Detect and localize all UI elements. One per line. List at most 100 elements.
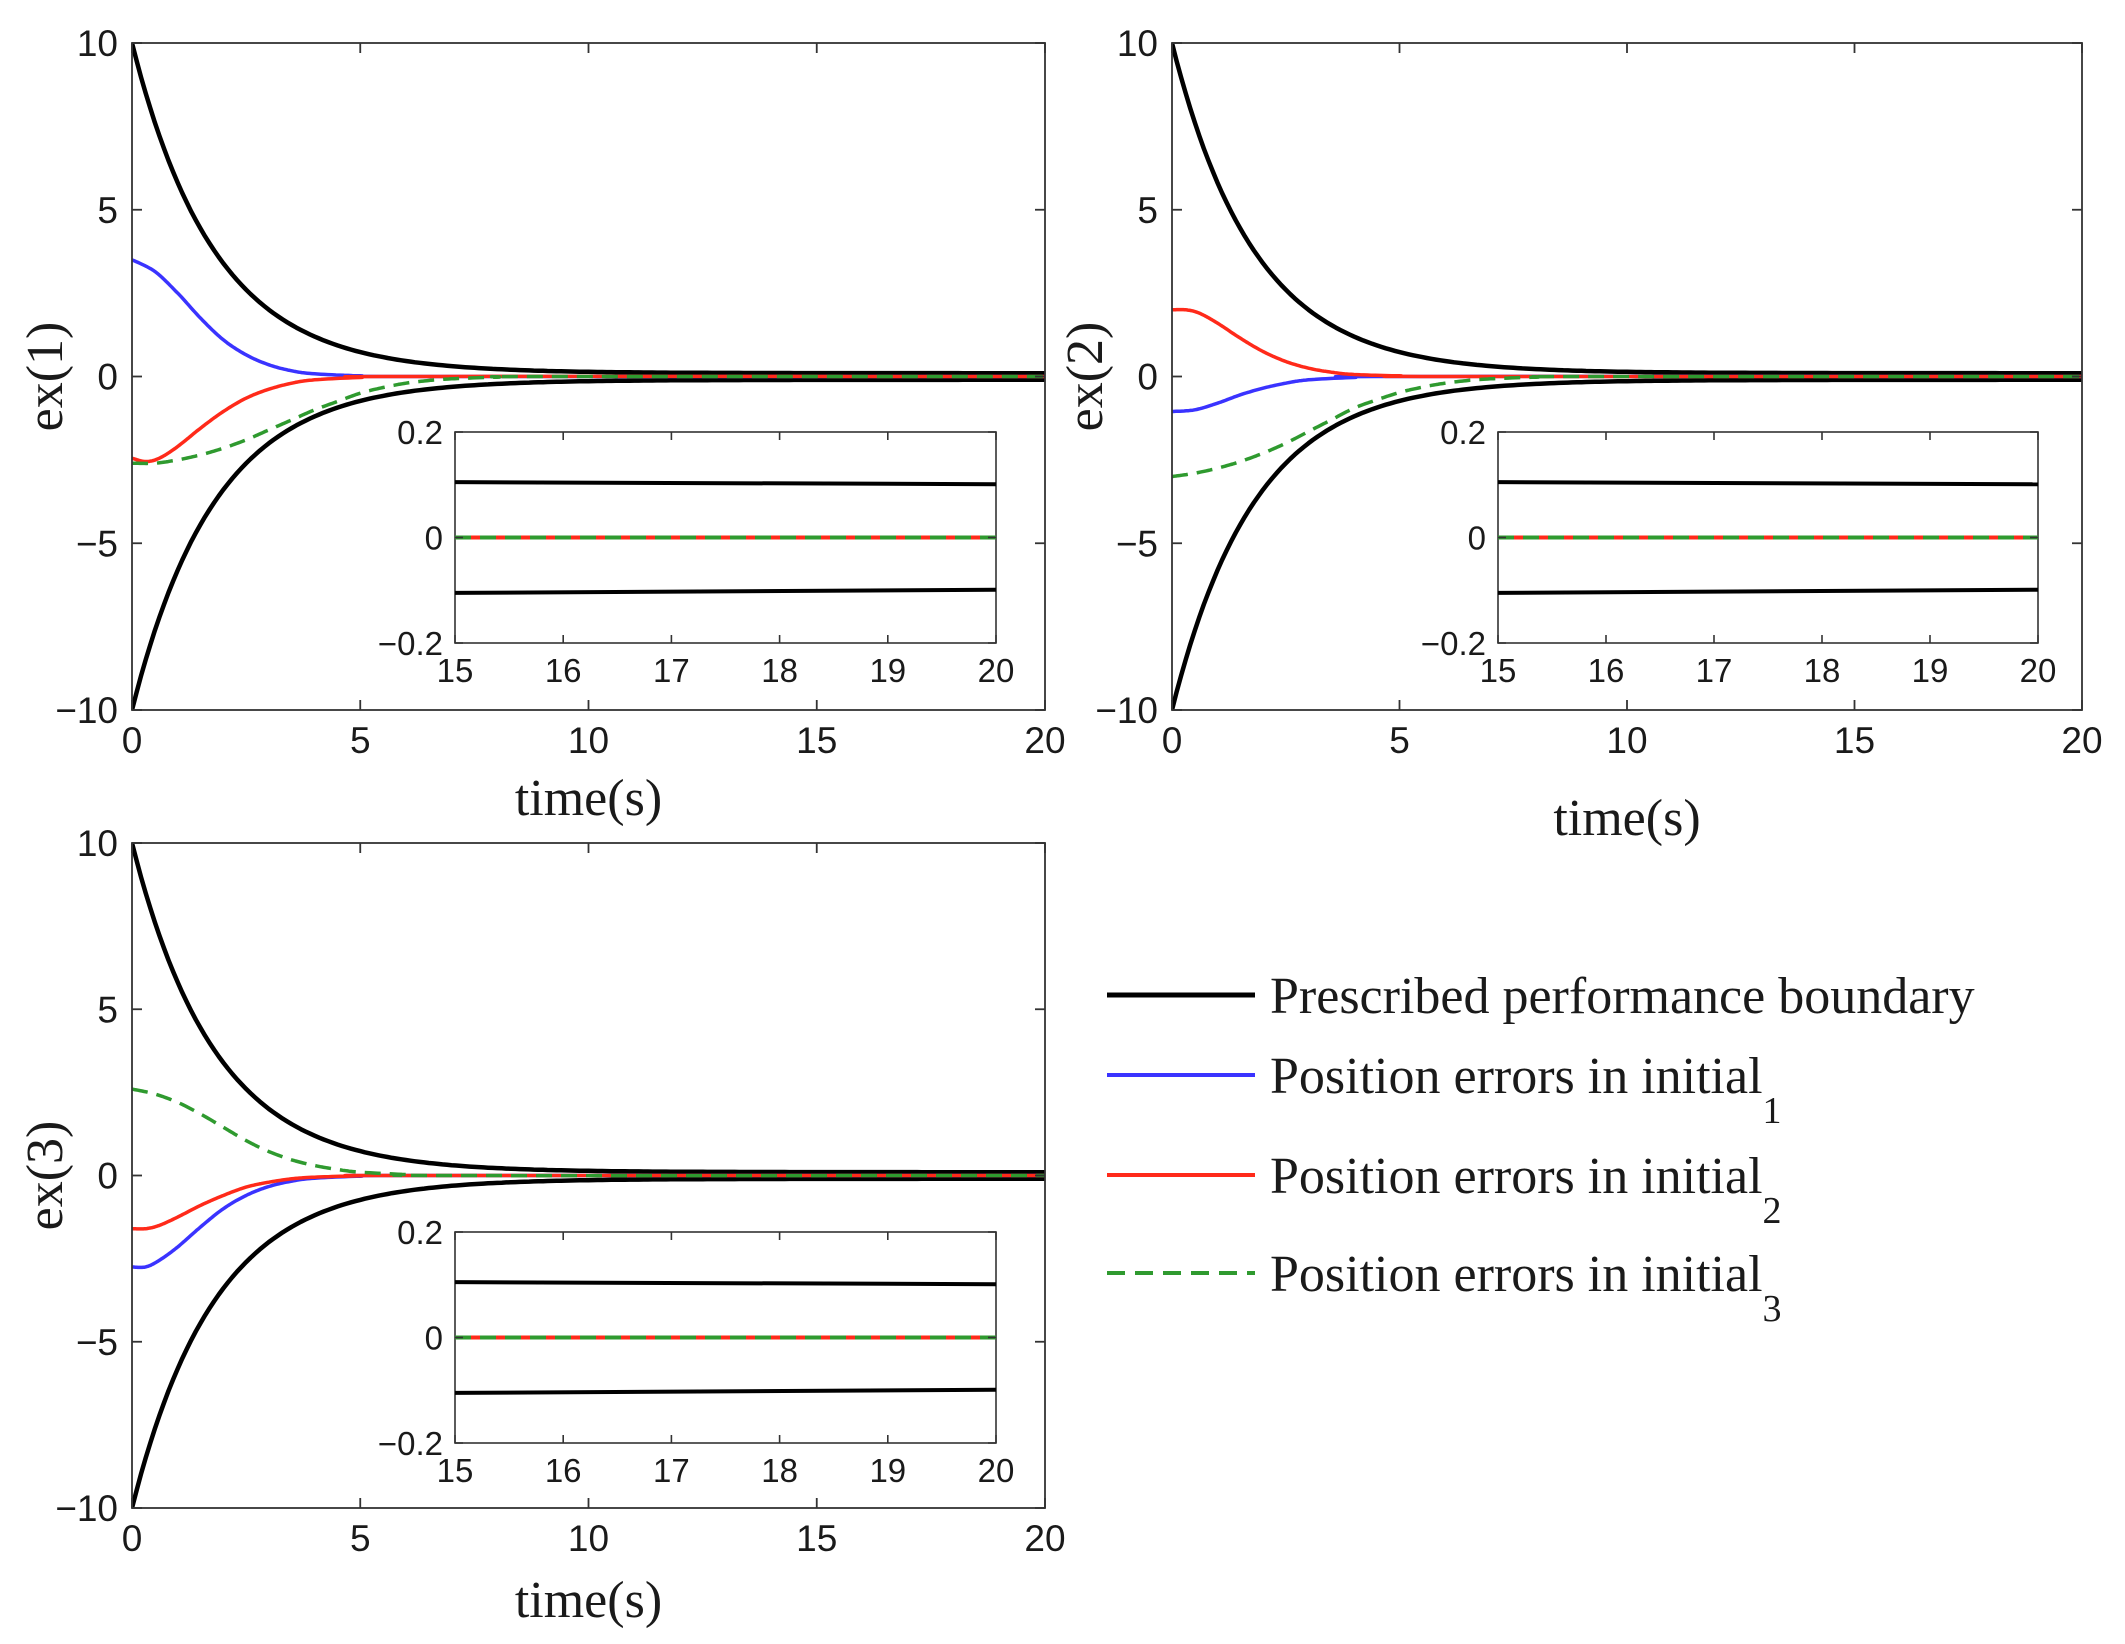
series-line-boundary_lower: [132, 1176, 1045, 1508]
inset-x-tick-label: 20: [2020, 652, 2057, 689]
inset-y-tick-label: 0.2: [397, 1214, 443, 1251]
legend: Prescribed performance boundary Position …: [1107, 968, 1975, 1330]
legend-label: Prescribed performance boundary: [1270, 968, 1975, 1025]
inset-x-tick-label: 16: [545, 1452, 582, 1489]
y-tick-label: 10: [1117, 23, 1158, 64]
series-line-green: [132, 374, 1045, 466]
inset-y-tick-label: 0: [1468, 520, 1486, 557]
inset-y-tick-label: 0: [425, 520, 443, 557]
y-axis-label: ex(1): [17, 322, 74, 432]
series-line-boundary_upper: [132, 843, 1045, 1175]
series-line-red: [132, 1173, 1045, 1231]
series-line-boundary_upper: [1172, 43, 2082, 376]
y-tick-label: −10: [1095, 690, 1158, 731]
legend-label: Position errors in initial1: [1270, 1048, 1782, 1132]
inset-x-tick-label: 18: [761, 652, 798, 689]
x-tick-label: 20: [2061, 720, 2102, 761]
legend-item-3: Position errors in initial2: [1107, 1148, 1782, 1232]
legend-label: Position errors in initial2: [1270, 1148, 1782, 1232]
inset-x-tick-label: 15: [437, 652, 474, 689]
series-line-blue: [1172, 374, 2082, 414]
y-tick-label: 5: [97, 989, 118, 1030]
panel-3: 0 5 10 15 20 −10 −5 0 5 10 time(s) ex(3) 15 16 17 18 19 2…: [17, 823, 1066, 1629]
y-tick-label: −5: [76, 1322, 118, 1363]
panel-1: 0 5 10 15 20 −10 −5 0 5 10 time(s) ex(1) 15 16 17 18 19 2…: [17, 23, 1066, 827]
legend-item-1: Prescribed performance boundary: [1107, 968, 1975, 1025]
y-tick-label: −10: [55, 690, 118, 731]
inset-boundary-lower: [454, 1387, 997, 1395]
inset-y-tick-label: −0.2: [1421, 625, 1486, 662]
x-tick-label: 10: [568, 720, 609, 761]
y-tick-label: −5: [1116, 523, 1158, 564]
inset-x-tick-label: 15: [1480, 652, 1517, 689]
series-line-boundary_upper: [132, 43, 1045, 376]
series-line-green: [1172, 374, 2082, 479]
x-tick-label: 5: [350, 720, 371, 761]
x-tick-label: 0: [122, 720, 143, 761]
y-tick-label: 0: [97, 1156, 118, 1197]
series-group: [132, 843, 1045, 1508]
series-group: [1172, 43, 2082, 710]
inset-boundary-lower: [454, 587, 997, 595]
inset-x-tick-label: 16: [1588, 652, 1625, 689]
y-tick-label: −5: [76, 523, 118, 564]
inset-y-tick-label: −0.2: [378, 625, 443, 662]
y-tick-label: −10: [55, 1488, 118, 1529]
y-tick-label: 10: [77, 23, 118, 64]
inset-x-tick-label: 18: [1804, 652, 1841, 689]
inset-x-tick-label: 17: [1696, 652, 1733, 689]
y-tick-label: 10: [77, 823, 118, 864]
series-line-boundary_lower: [132, 377, 1045, 710]
series-line-green: [132, 1087, 1045, 1178]
inset-x-tick-label: 19: [1912, 652, 1949, 689]
inset-boundary-upper: [1497, 480, 2039, 487]
series-group: [132, 43, 1045, 710]
inset-plot: 15 16 17 18 19 20 0.2 0 −0.2: [378, 1214, 1015, 1489]
y-tick-label: 5: [1137, 190, 1158, 231]
x-tick-label: 5: [1389, 720, 1410, 761]
x-tick-label: 5: [350, 1518, 371, 1559]
legend-item-2: Position errors in initial1: [1107, 1048, 1782, 1132]
x-tick-label: 15: [1834, 720, 1875, 761]
inset-y-tick-label: 0: [425, 1320, 443, 1357]
inset-x-tick-label: 19: [869, 1452, 906, 1489]
legend-label: Position errors in initial3: [1270, 1246, 1782, 1330]
y-axis-label: ex(3): [17, 1121, 74, 1231]
inset-y-tick-label: −0.2: [378, 1425, 443, 1462]
inset-y-tick-label: 0.2: [397, 414, 443, 451]
legend-item-4: Position errors in initial3: [1107, 1246, 1782, 1330]
x-tick-label: 15: [796, 720, 837, 761]
x-tick-label: 0: [1162, 720, 1183, 761]
inset-plot: 15 16 17 18 19 20 0.2 0 −0.2: [1421, 414, 2057, 689]
inset-y-tick-label: 0.2: [1440, 414, 1486, 451]
series-line-boundary_lower: [1172, 377, 2082, 710]
inset-x-tick-label: 18: [761, 1452, 798, 1489]
inset-boundary-upper: [454, 480, 997, 487]
y-tick-label: 0: [1137, 357, 1158, 398]
series-line-red: [132, 374, 1045, 464]
inset-boundary-lower: [1497, 587, 2039, 595]
x-tick-label: 15: [796, 1518, 837, 1559]
inset-plot: 15 16 17 18 19 20 0.2 0 −0.2: [378, 414, 1015, 689]
inset-boundary-upper: [454, 1280, 997, 1287]
x-axis-label: time(s): [1553, 790, 1700, 847]
x-tick-label: 20: [1024, 720, 1065, 761]
inset-x-tick-label: 15: [437, 1452, 474, 1489]
x-axis-label: time(s): [515, 770, 662, 827]
x-tick-label: 20: [1024, 1518, 1065, 1559]
x-tick-label: 10: [1606, 720, 1647, 761]
inset-x-tick-label: 17: [653, 1452, 690, 1489]
inset-x-tick-label: 20: [978, 1452, 1015, 1489]
x-axis-label: time(s): [515, 1572, 662, 1629]
inset-x-tick-label: 19: [869, 652, 906, 689]
inset-x-tick-label: 16: [545, 652, 582, 689]
y-tick-label: 5: [97, 190, 118, 231]
x-tick-label: 0: [122, 1518, 143, 1559]
inset-x-tick-label: 20: [978, 652, 1015, 689]
y-tick-label: 0: [97, 357, 118, 398]
series-line-red: [1172, 307, 2082, 379]
y-axis-label: ex(2): [1057, 322, 1114, 432]
inset-x-tick-label: 17: [653, 652, 690, 689]
panel-2: 0 5 10 15 20 −10 −5 0 5 10 time(s) ex(2) 15 16 17 18 19 2…: [1057, 23, 2103, 847]
